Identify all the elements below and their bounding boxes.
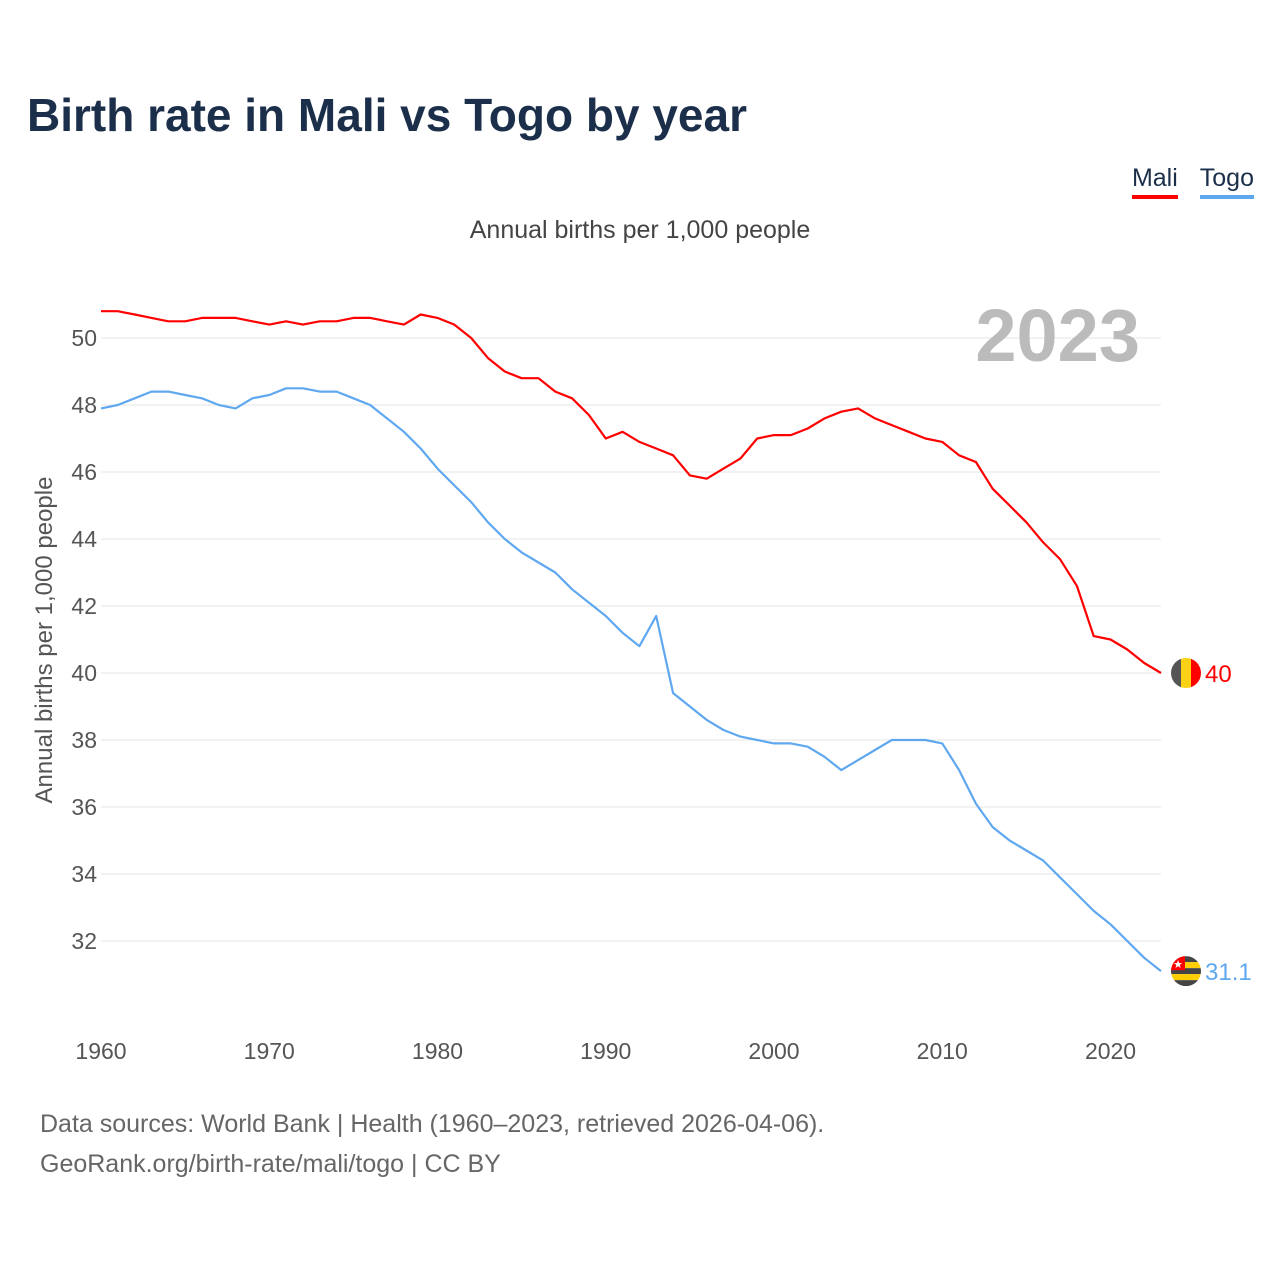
x-tick-label: 2020 (1085, 1038, 1136, 1064)
end-value-label: 31.1 (1205, 959, 1252, 986)
legend: Mali Togo (1131, 164, 1254, 199)
x-tick-label: 1970 (244, 1038, 295, 1064)
chart-title: Birth rate in Mali vs Togo by year (27, 89, 747, 141)
year-label: 2023 (975, 294, 1140, 377)
y-tick-label: 34 (71, 861, 97, 887)
y-tick-label: 32 (71, 928, 97, 954)
y-axis-label: Annual births per 1,000 people (31, 477, 58, 804)
legend-togo[interactable]: Togo (1199, 164, 1254, 199)
y-tick-label: 38 (71, 727, 97, 753)
end-value-label: 40 (1205, 661, 1232, 688)
y-tick-label: 40 (71, 660, 97, 686)
y-tick-label: 50 (71, 325, 97, 351)
x-tick-label: 1980 (412, 1038, 463, 1064)
y-tick-label: 44 (71, 526, 97, 552)
togo-flag-icon: ★ (1171, 956, 1201, 987)
source-note: Data sources: World Bank | Health (1960–… (40, 1104, 824, 1184)
mali-flag-icon (1171, 658, 1201, 688)
series-line-mali[interactable] (101, 310, 1162, 674)
legend-mali[interactable]: Mali (1131, 164, 1178, 199)
x-tick-label: 1990 (580, 1038, 631, 1064)
x-tick-label: 2010 (917, 1038, 968, 1064)
y-tick-label: 46 (71, 459, 97, 485)
y-tick-label: 42 (71, 593, 97, 619)
series-line-togo[interactable] (100, 387, 1162, 972)
chart-subtitle: Annual births per 1,000 people (469, 216, 811, 244)
y-tick-label: 48 (71, 392, 97, 418)
x-tick-label: 2000 (748, 1038, 799, 1064)
source-line-2[interactable]: GeoRank.org/birth-rate/mali/togo | CC BY (40, 1150, 501, 1178)
svg-text:★: ★ (1173, 959, 1183, 971)
y-tick-label: 36 (71, 794, 97, 820)
x-tick-label: 1960 (75, 1038, 126, 1064)
source-line-1: Data sources: World Bank | Health (1960–… (40, 1110, 825, 1138)
